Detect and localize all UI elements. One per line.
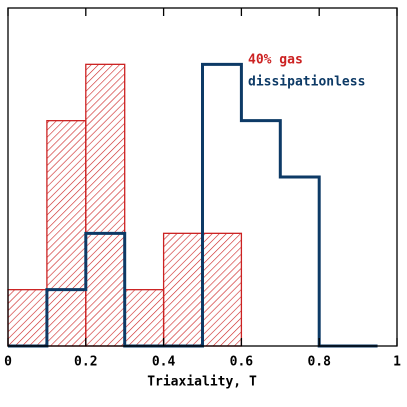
legend-label: dissipationless <box>248 75 365 90</box>
x-axis-label: Triaxiality, T <box>147 375 257 390</box>
histogram-bar <box>162 232 204 347</box>
histogram-bar <box>124 289 165 347</box>
legend-label: 40% gas <box>248 53 303 68</box>
x-tick-label: 0.6 <box>230 355 254 370</box>
x-tick-label: 0.8 <box>307 355 331 370</box>
histogram-bar <box>7 289 48 347</box>
x-tick-label: 1 <box>393 355 401 370</box>
histogram-bar <box>241 121 280 346</box>
histogram-bar <box>201 232 243 347</box>
x-tick-label: 0 <box>4 355 12 370</box>
x-tick-label: 0.4 <box>152 355 176 370</box>
x-tick-label: 0.2 <box>74 355 97 370</box>
plot-frame <box>7 7 398 347</box>
histogram-bar <box>46 120 87 347</box>
histogram-bar <box>85 63 126 347</box>
histogram-bar <box>280 177 319 346</box>
